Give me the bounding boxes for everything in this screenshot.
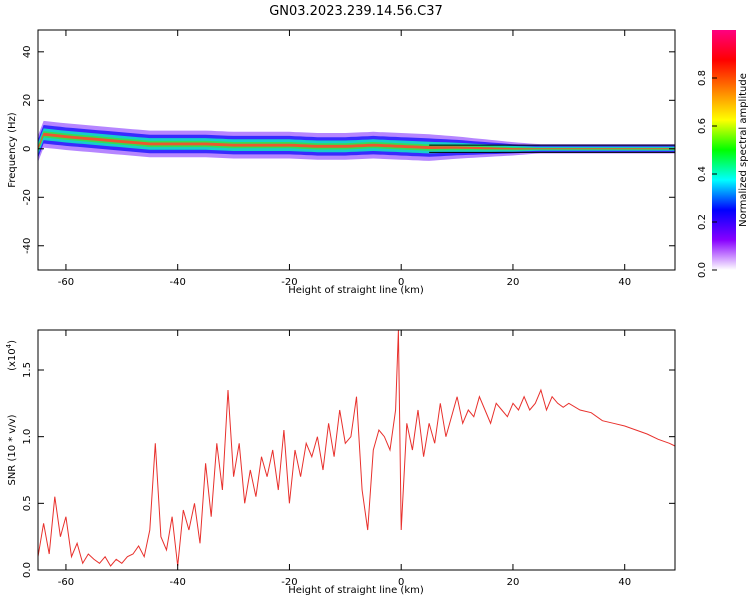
figure-title: GN03.2023.239.14.56.C37 (269, 4, 443, 19)
snr-x-label: Height of straight line (km) (288, 585, 424, 596)
snr-y-tick-label: 1.5 (22, 362, 33, 378)
snr-x-tick-label: 40 (618, 577, 631, 588)
spectrogram-x-tick-label: -20 (281, 277, 297, 288)
spectrogram-band-4 (38, 132, 675, 151)
spectrogram-y-tick-label: 0 (22, 146, 33, 152)
snr-y-ticks: 0.0 0.5 1.0 1.5 (22, 362, 675, 578)
colorbar-tick-label: 0.6 (697, 118, 708, 134)
snr-x-tick-label: 0 (398, 577, 404, 588)
snr-x-tick-label: 20 (507, 577, 520, 588)
spectrogram-y-tick-label: 20 (22, 94, 33, 107)
spectrogram-x-tick-label: -40 (170, 277, 186, 288)
colorbar-label: Normalized spectral amplitude (738, 73, 749, 227)
snr-series-line (37, 329, 676, 567)
spectrogram-x-tick-label: 40 (618, 277, 631, 288)
snr-multiplier: (x104) (5, 340, 18, 371)
colorbar-tick-label: 0.4 (697, 166, 708, 182)
spectrogram-y-ticks: 40 20 0 -20 -40 (22, 45, 675, 254)
snr-y-tick-label: 0.0 (22, 562, 33, 578)
spectrogram-heatmap (38, 120, 675, 163)
colorbar-gradient (712, 30, 736, 270)
colorbar-tick-label: 0.8 (697, 70, 708, 86)
snr-y-label: SNR (10 * v/v) (7, 414, 18, 485)
snr-x-tick-label: -60 (58, 577, 74, 588)
spectrogram-frame (37, 29, 676, 271)
spectrogram-y-tick-label: 40 (22, 45, 33, 58)
snr-y-tick-label: 0.5 (22, 495, 33, 511)
spectrogram-panel: -60 -40 -20 0 20 40 40 20 0 -20 -40 Height of str… (7, 29, 676, 296)
colorbar-tick-label: 0.2 (697, 214, 708, 230)
spectrogram-x-tick-label: 0 (398, 277, 404, 288)
spectrogram-x-tick-label: -60 (58, 277, 74, 288)
snr-y-tick-label: 1.0 (22, 429, 33, 445)
spectrogram-band-3 (38, 131, 675, 152)
spectrogram-x-tick-label: 20 (507, 277, 520, 288)
colorbar: 0.0 0.2 0.4 0.6 0.8 Normalized spectral ampl… (697, 30, 749, 278)
spectrogram-x-label: Height of straight line (km) (288, 285, 424, 296)
snr-frame (37, 329, 676, 571)
spectrogram-y-tick-label: -20 (22, 189, 33, 205)
spectrogram-y-label: Frequency (Hz) (7, 112, 18, 188)
snr-x-ticks: -60 -40 -20 0 20 40 (58, 330, 631, 588)
colorbar-ticks: 0.0 0.2 0.4 0.6 0.8 (697, 70, 717, 278)
snr-x-tick-label: -40 (170, 577, 186, 588)
snr-x-tick-label: -20 (281, 577, 297, 588)
snr-panel: -60 -40 -20 0 20 40 0.0 0.5 1.0 1.5 Height of st… (5, 329, 676, 596)
spectrogram-y-tick-label: -40 (22, 238, 33, 254)
colorbar-tick-label: 0.0 (697, 262, 708, 278)
spectrogram-x-ticks: -60 -40 -20 0 20 40 (58, 30, 631, 288)
